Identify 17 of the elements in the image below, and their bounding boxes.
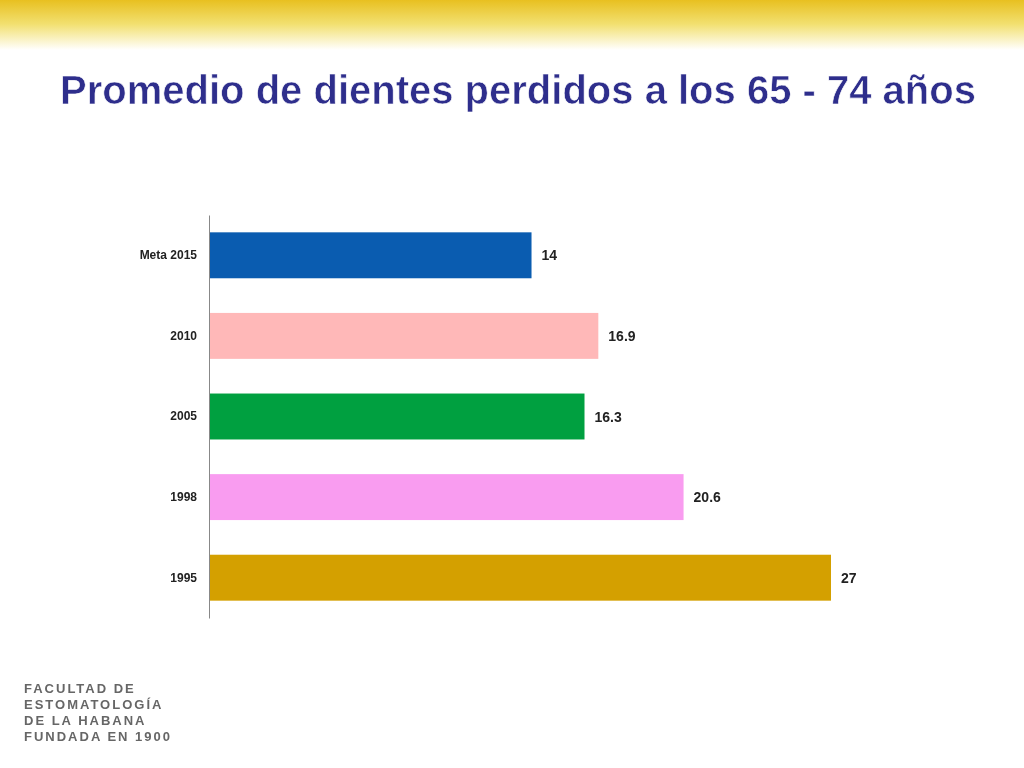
y-tick-label: 2010 (170, 328, 198, 343)
bar (209, 312, 599, 359)
data-label: 20.6 (693, 489, 722, 506)
bar (209, 554, 831, 601)
data-label: 14 (541, 247, 558, 264)
y-tick-label: 1998 (170, 489, 198, 504)
bar (209, 232, 532, 279)
data-label: 27 (841, 569, 857, 586)
bar (209, 474, 684, 521)
bar (209, 393, 585, 440)
y-tick-label: 2005 (170, 409, 198, 424)
text: FACULTAD DE ESTOMATOLOGÍA DE LA HABANA FUNDADA EN 1900 (24, 681, 172, 744)
data-label: 16.9 (608, 327, 636, 344)
y-tick-label: 1995 (170, 570, 198, 585)
y-tick-label: Meta 2015 (139, 248, 198, 263)
chart-title: Promedio de dientes perdidos a los 65 - 74 años (60, 68, 976, 112)
data-label: 16.3 (594, 408, 622, 425)
